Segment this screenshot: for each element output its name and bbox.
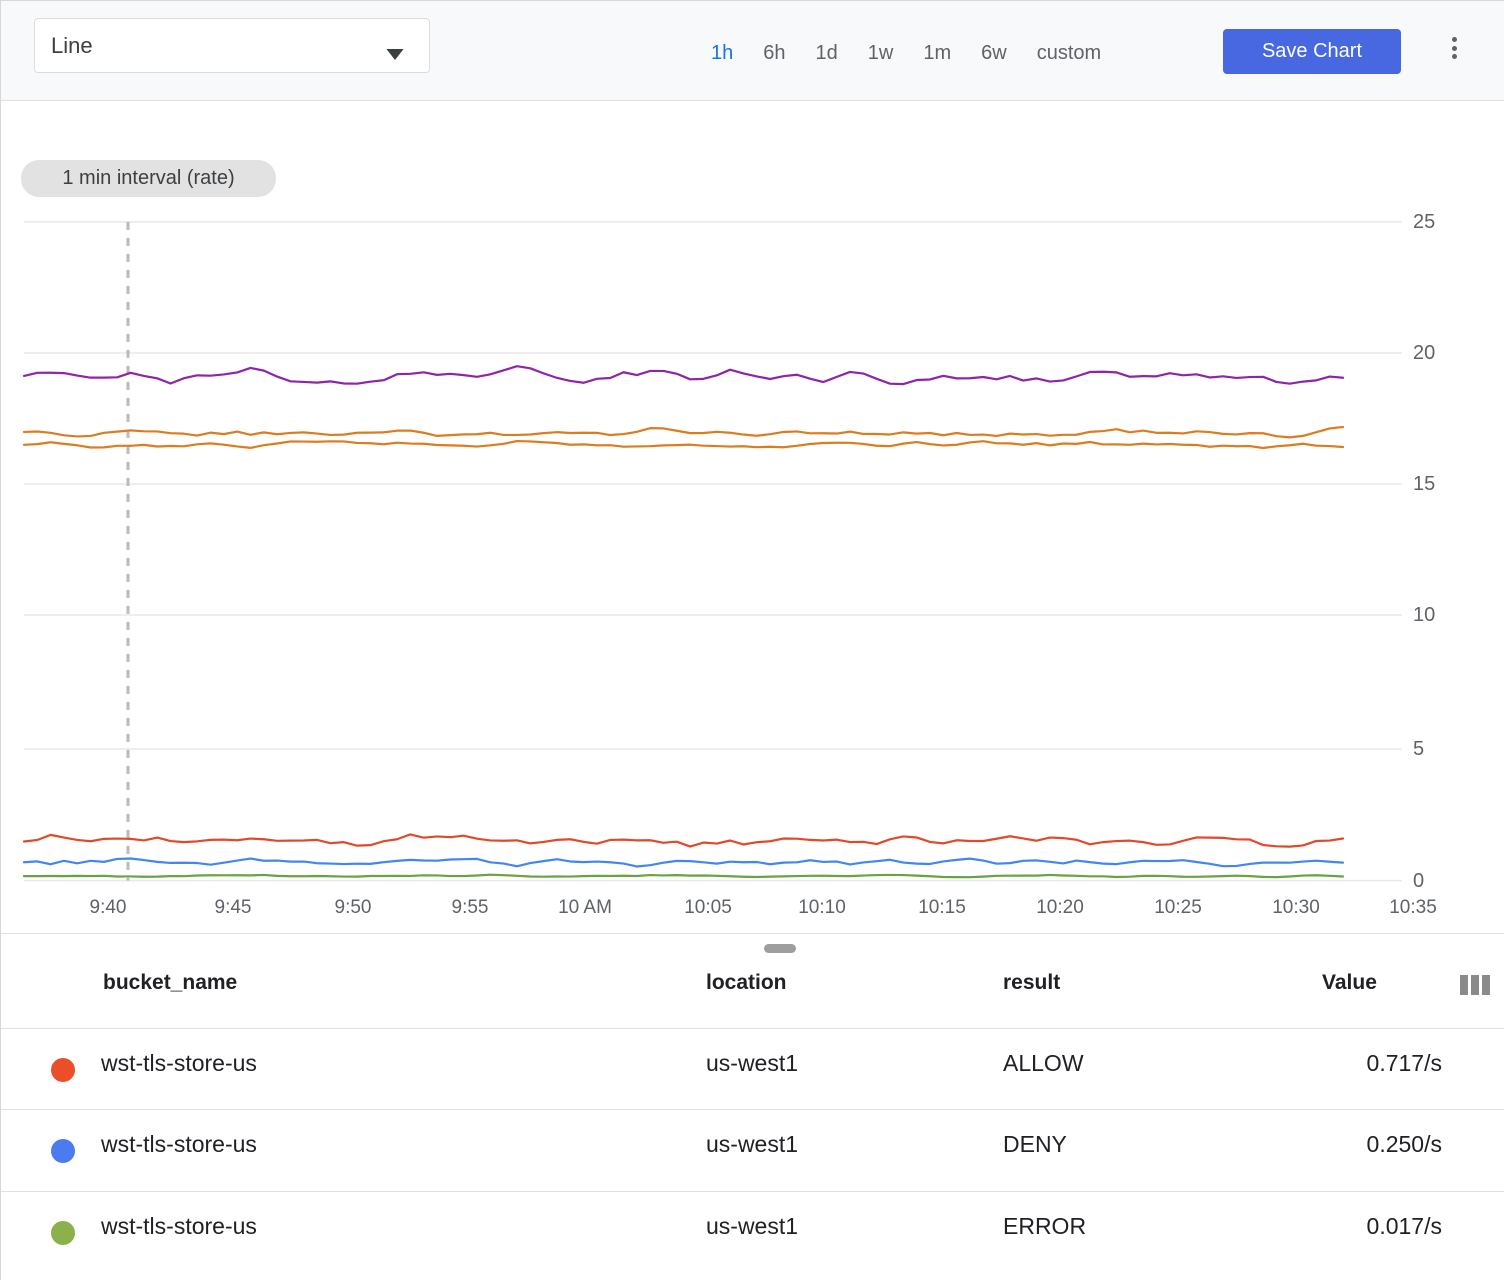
svg-text:25: 25: [1413, 211, 1435, 233]
svg-text:5: 5: [1413, 738, 1424, 760]
svg-text:10:35: 10:35: [1389, 897, 1437, 918]
svg-text:10 AM: 10 AM: [558, 897, 612, 918]
svg-text:10: 10: [1413, 604, 1435, 626]
svg-text:9:50: 9:50: [335, 897, 372, 918]
svg-text:0: 0: [1413, 870, 1424, 892]
svg-text:10:30: 10:30: [1272, 897, 1320, 918]
svg-text:10:20: 10:20: [1036, 897, 1084, 918]
svg-text:9:40: 9:40: [90, 897, 127, 918]
svg-text:20: 20: [1413, 342, 1435, 364]
svg-text:9:55: 9:55: [452, 897, 489, 918]
svg-text:10:25: 10:25: [1154, 897, 1202, 918]
svg-text:9:45: 9:45: [215, 897, 252, 918]
svg-text:10:15: 10:15: [918, 897, 966, 918]
svg-text:15: 15: [1413, 473, 1435, 495]
svg-text:10:05: 10:05: [684, 897, 732, 918]
svg-text:10:10: 10:10: [798, 897, 846, 918]
